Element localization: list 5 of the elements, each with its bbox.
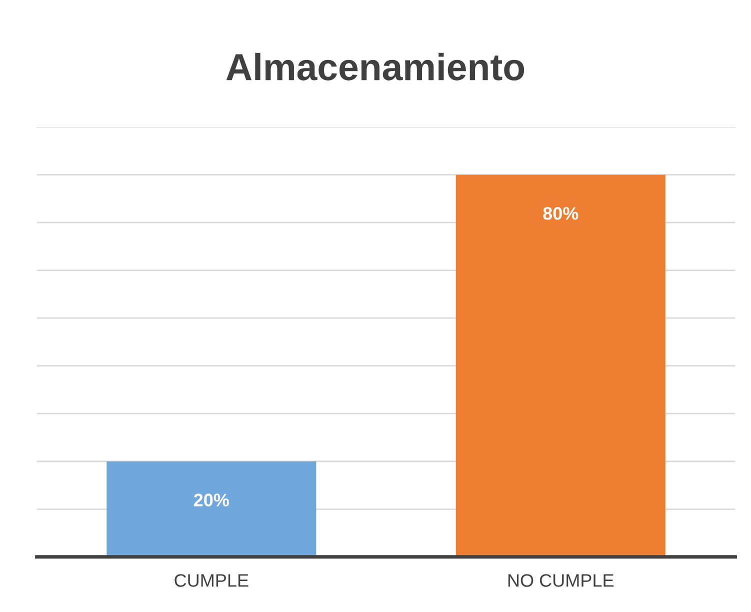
data-label: 80% xyxy=(543,207,578,220)
x-tick-label: CUMPLE xyxy=(174,574,248,587)
chart-title: Almacenamiento xyxy=(226,52,524,80)
x-tick-label: NO CUMPLE xyxy=(508,574,614,587)
data-label: 20% xyxy=(194,494,229,506)
